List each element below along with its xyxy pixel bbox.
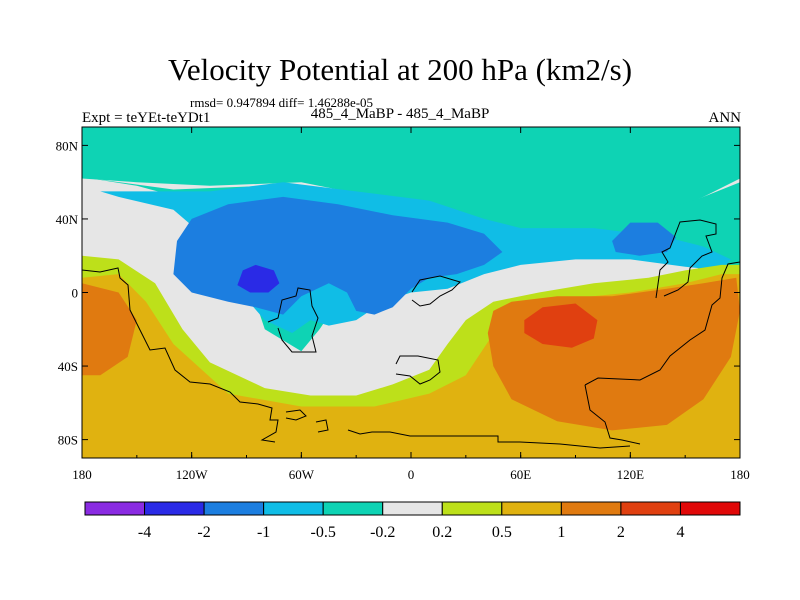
colorbar-label: -4	[138, 524, 151, 541]
region-neg-2	[237, 264, 280, 293]
continent-outlines	[82, 219, 740, 449]
coastline-east-asia	[655, 219, 717, 299]
y-tick-label: 80N	[56, 138, 79, 153]
coastline-islands	[285, 409, 307, 421]
coastline-australia	[584, 261, 740, 386]
chart-title: Velocity Potential at 200 hPa (km2/s)	[167, 52, 633, 87]
x-tick-label: 120E	[617, 467, 645, 482]
experiment-label: Expt = teYEt-teYDt1	[82, 110, 211, 126]
case-label: 485_4_MaBP - 485_4_MaBP	[310, 106, 490, 122]
coastline-antarctic	[347, 429, 631, 449]
y-tick-label: 40N	[56, 212, 79, 227]
colorbar-label: -0.2	[370, 524, 395, 541]
colorbar-swatch	[84, 501, 146, 516]
colorbar-label: -2	[197, 524, 210, 541]
x-tick-label: 60W	[289, 467, 315, 482]
colorbar-label: 4	[676, 524, 684, 541]
x-axis: 180 120W 60W 0 60E 120E 180	[72, 127, 750, 482]
season-label: ANN	[708, 110, 742, 126]
colorbar-label: 0.5	[492, 524, 512, 541]
x-tick-label: 120W	[176, 467, 209, 482]
x-tick-label: 180	[730, 467, 750, 482]
coastline-americas	[82, 267, 279, 443]
colorbar-label: 2	[617, 524, 625, 541]
colorbar-swatch	[560, 501, 622, 516]
region-pos-1	[82, 283, 137, 376]
colorbar-swatch	[620, 501, 681, 516]
region-pos-2	[524, 303, 598, 348]
coastline-central	[267, 287, 319, 353]
colorbar-swatch	[441, 501, 503, 516]
y-tick-label: 40S	[58, 359, 78, 374]
colorbar-swatch	[679, 501, 741, 516]
stats-label: rmsd= 0.947894 diff= 1.46288e-05	[190, 95, 374, 110]
plot-area	[82, 127, 740, 458]
colorbar-swatch	[501, 501, 562, 516]
coastline-europe-africa	[411, 275, 461, 307]
colorbar-swatch	[382, 501, 443, 516]
colorbar-swatch	[263, 501, 324, 516]
x-tick-label: 180	[72, 467, 92, 482]
y-tick-label: 0	[72, 286, 79, 301]
colorbar-label: 1	[557, 524, 565, 541]
colorbar: -4 -2 -1 -0.5 -0.2 0.2 0.5 1 2 4	[84, 501, 741, 541]
y-tick-label: 80S	[58, 433, 78, 448]
colorbar-swatch	[322, 501, 384, 516]
region-neg-0.2	[82, 127, 740, 219]
x-tick-label: 60E	[510, 467, 531, 482]
region-neg-1-east	[612, 222, 676, 256]
colorbar-swatch	[203, 501, 265, 516]
x-tick-label: 0	[408, 467, 415, 482]
coastline-asia	[584, 384, 641, 445]
y-axis: 80N 40N 0 40S 80S	[56, 138, 740, 448]
coastline-africa-south	[395, 355, 441, 385]
coastline-islands-2	[315, 419, 329, 433]
colorbar-label: -1	[257, 524, 270, 541]
colorbar-label: 0.2	[432, 524, 452, 541]
colorbar-swatch	[144, 501, 205, 516]
colorbar-label: -0.5	[311, 524, 336, 541]
